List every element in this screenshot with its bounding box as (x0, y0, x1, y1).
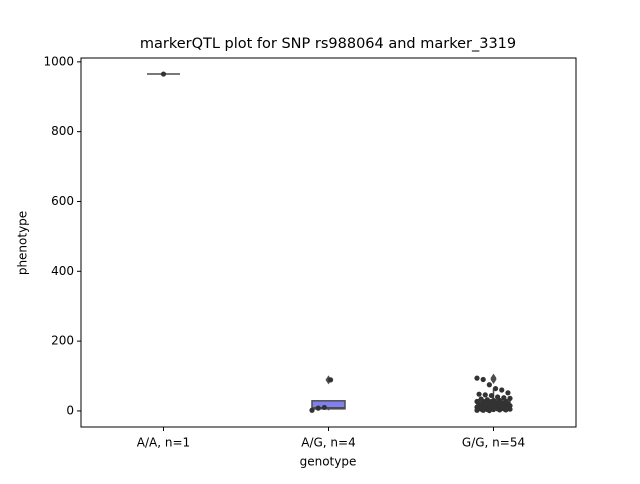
point (503, 407, 509, 413)
y-tick-label: 0 (66, 403, 74, 417)
point (482, 392, 488, 398)
x-axis-label: genotype (300, 455, 357, 469)
y-tick-label: 400 (51, 264, 74, 278)
y-axis-label: phenotype (16, 211, 30, 275)
point (499, 387, 505, 393)
point (488, 392, 495, 399)
point (315, 405, 321, 411)
point (486, 407, 492, 414)
x-tick-label: A/G, n=4 (301, 436, 355, 450)
y-tick-label: 1000 (43, 54, 74, 68)
point (321, 404, 327, 411)
point (160, 71, 167, 77)
point (474, 407, 480, 413)
point (474, 375, 480, 381)
point (480, 407, 486, 413)
point (492, 385, 499, 392)
x-tick-label: G/G, n=54 (462, 436, 525, 450)
point (497, 407, 503, 413)
y-tick-label: 200 (51, 334, 74, 348)
plot-frame (80, 57, 577, 428)
x-tick-label: A/A, n=1 (137, 436, 190, 450)
flier (490, 375, 497, 385)
point (505, 390, 511, 396)
chart-title: markerQTL plot for SNP rs988064 and mark… (140, 36, 516, 52)
point (507, 406, 513, 412)
y-tick-label: 800 (51, 124, 74, 138)
point (490, 406, 497, 413)
box (311, 400, 346, 410)
y-tick-label: 600 (51, 194, 74, 208)
point (476, 391, 482, 397)
point (309, 407, 315, 413)
point (486, 382, 492, 388)
point (507, 395, 513, 401)
point (327, 377, 334, 383)
point (480, 376, 486, 383)
